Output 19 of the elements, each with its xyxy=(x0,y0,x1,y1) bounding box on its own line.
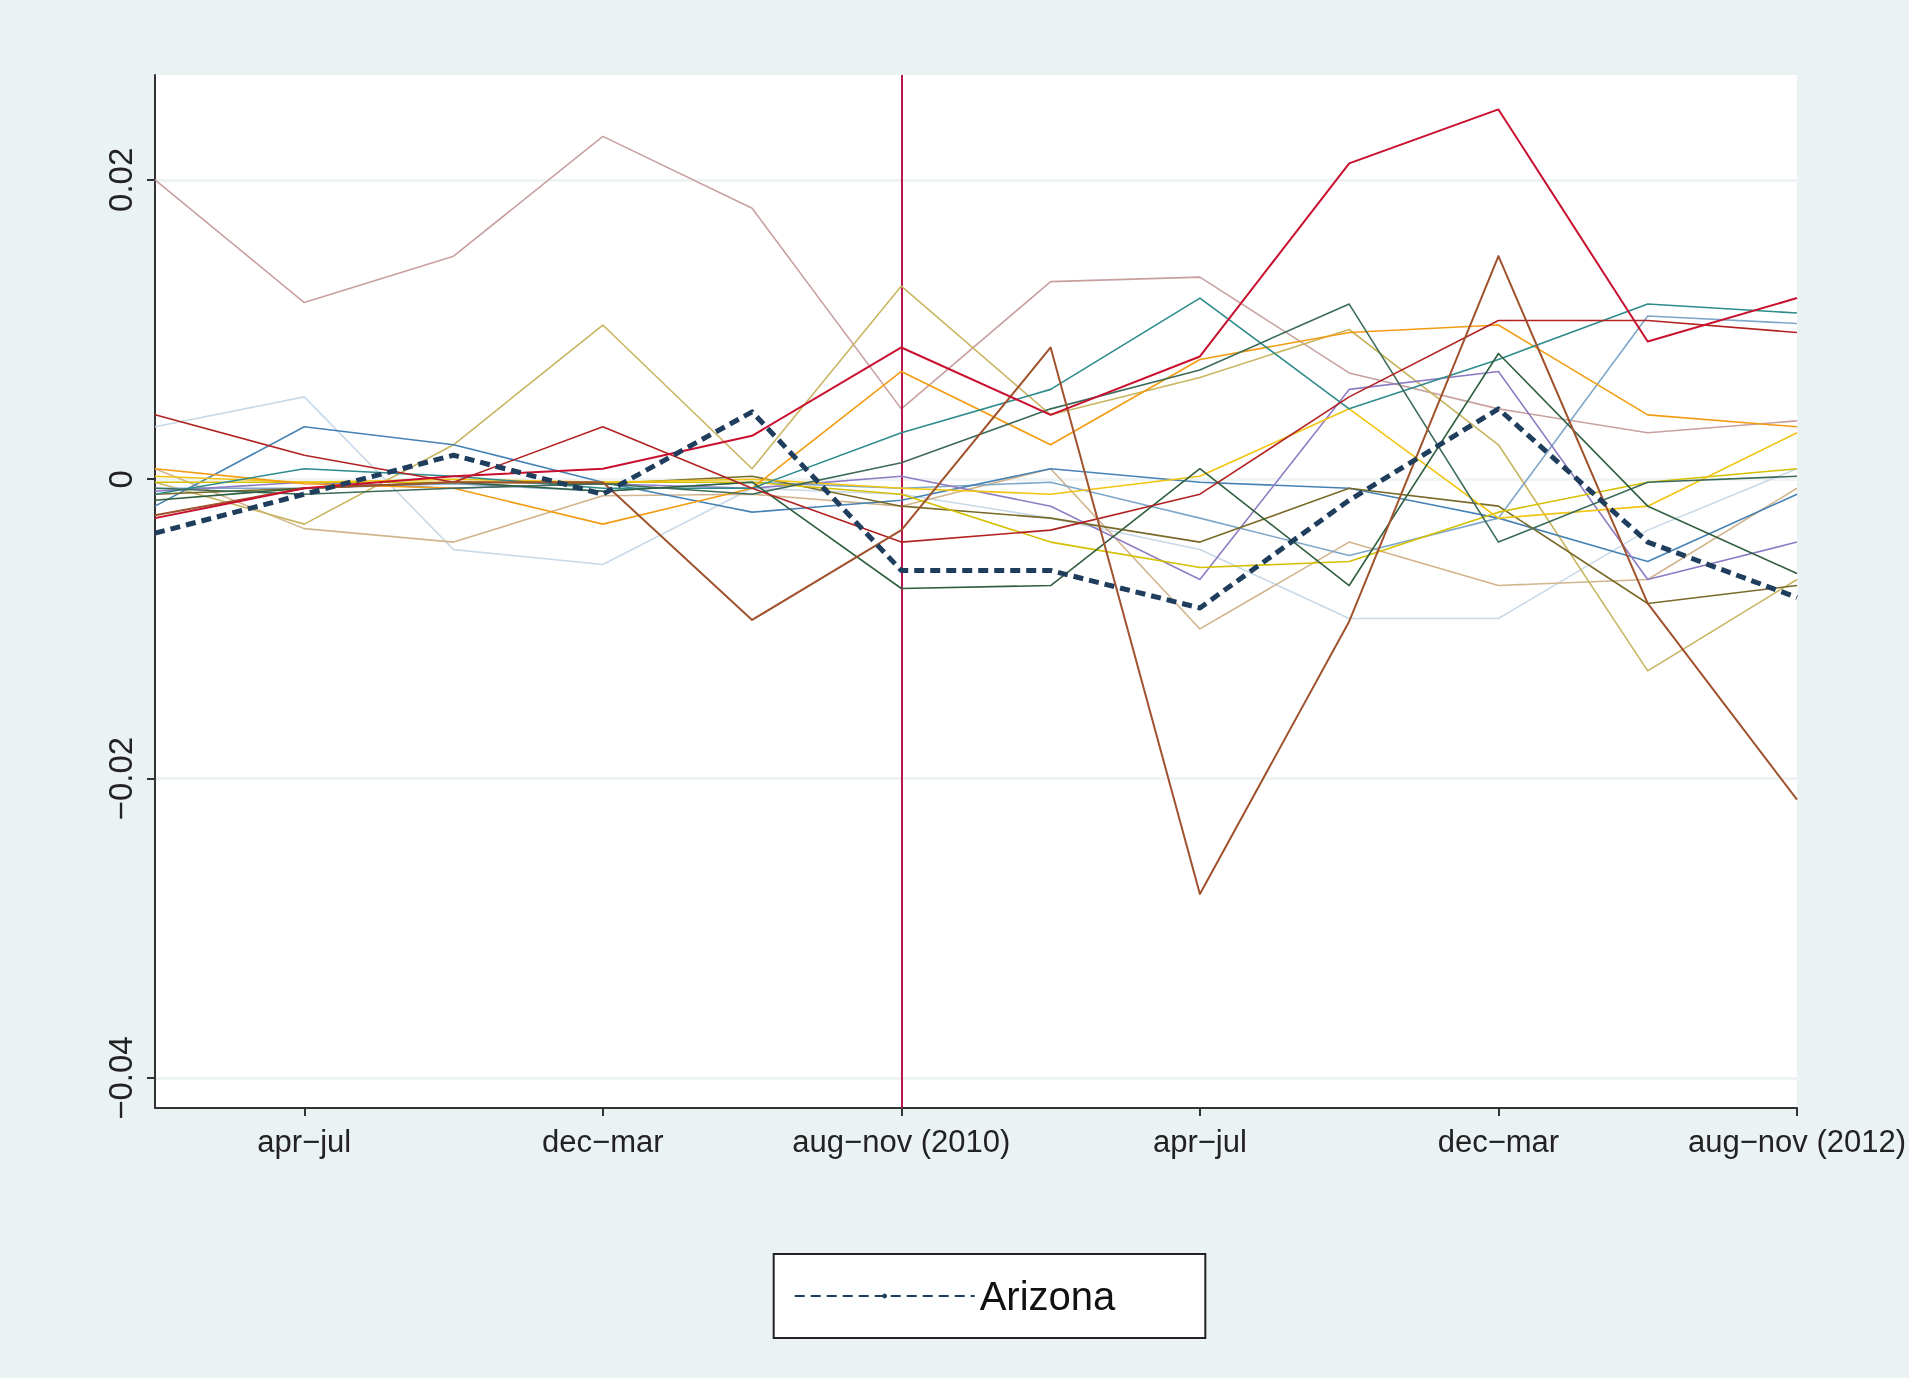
legend-label: Arizona xyxy=(979,1274,1117,1318)
x-tick-label: dec−mar xyxy=(542,1124,664,1159)
x-tick-label: aug−nov (2010) xyxy=(792,1124,1011,1159)
line-series xyxy=(154,467,1798,630)
x-tick-label: dec−mar xyxy=(1437,1124,1560,1159)
line-series xyxy=(154,297,1798,495)
y-tick-label: 0.02 xyxy=(102,147,139,212)
x-tick-label: aug−nov (2012) xyxy=(1687,1124,1906,1159)
y-tick-label: −0.02 xyxy=(102,736,139,821)
x-tick-label: apr−jul xyxy=(1152,1124,1247,1159)
line-series xyxy=(154,108,1798,520)
line-series xyxy=(154,285,1798,672)
y-tick-label: 0 xyxy=(102,470,139,489)
y-tick-label: −0.04 xyxy=(102,1036,139,1120)
x-tick-label: apr−jul xyxy=(257,1124,352,1159)
line-series xyxy=(154,426,1798,563)
line-series xyxy=(154,255,1798,895)
line-series xyxy=(154,408,1798,519)
line-series xyxy=(154,135,1798,434)
